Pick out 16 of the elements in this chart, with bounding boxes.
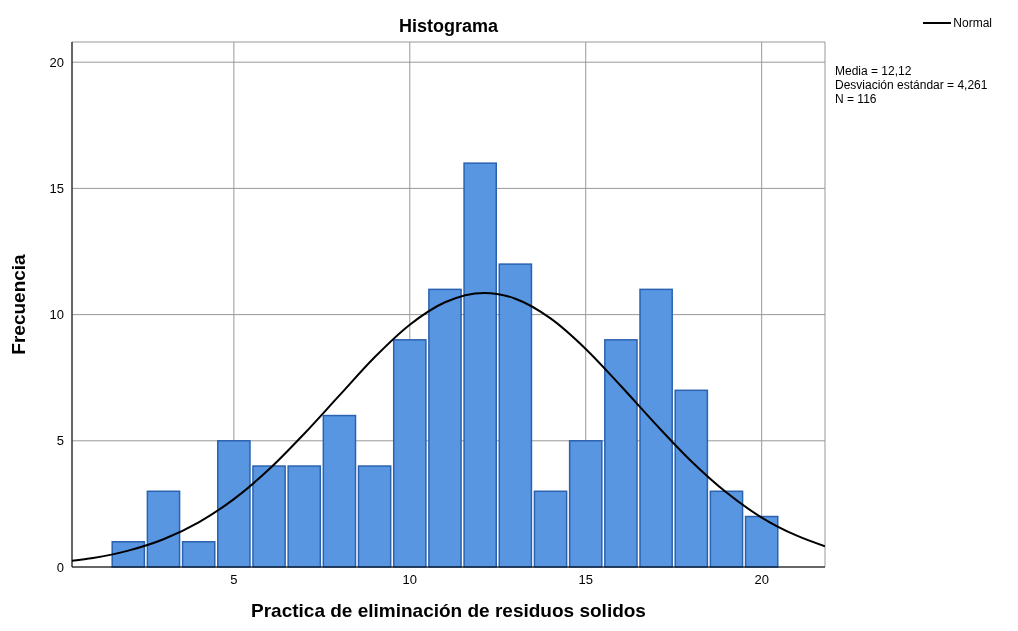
x-tick-label: 15	[578, 572, 593, 588]
chart-title: Histograma	[398, 16, 499, 37]
y-tick-label: 20	[49, 54, 64, 70]
x-tick-label: 10	[402, 572, 418, 588]
y-tick-label: 15	[49, 181, 64, 197]
x-axis-title: Practica de eliminación de residuos solidos	[251, 600, 646, 621]
legend-label: Normal	[953, 16, 992, 30]
y-tick-label: 0	[56, 559, 64, 575]
y-tick-label: 10	[49, 307, 64, 323]
text: N = 116	[835, 92, 878, 106]
y-axis-title: Frecuencia	[7, 253, 29, 355]
text: Desviación estándar = 4,261	[835, 78, 988, 92]
y-tick-label: 5	[56, 433, 64, 449]
x-tick-label: 5	[230, 572, 238, 588]
x-tick-label: 20	[754, 572, 769, 588]
text: Media = 12,12	[835, 64, 913, 78]
